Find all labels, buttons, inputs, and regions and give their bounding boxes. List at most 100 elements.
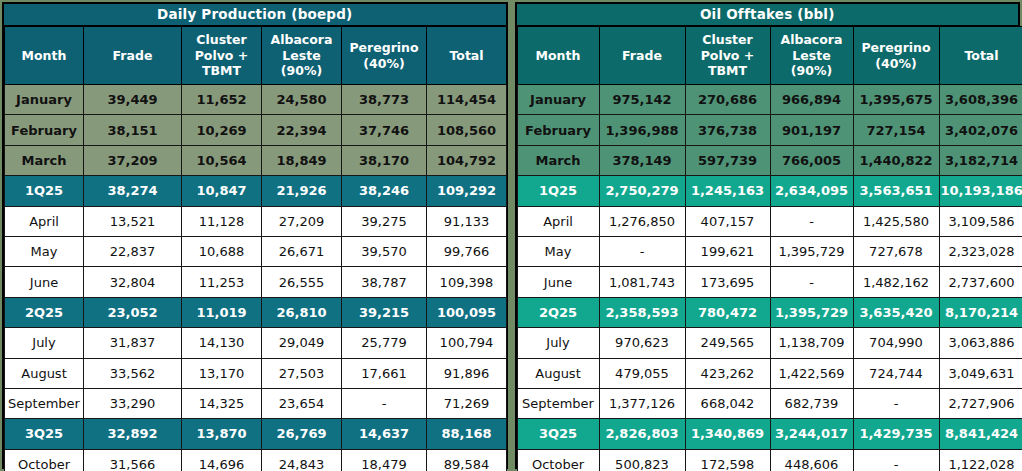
- total-cell: 3,402,076: [939, 115, 1022, 145]
- total-cell: 3,608,396: [939, 85, 1022, 115]
- month-cell: 2Q25: [517, 297, 599, 327]
- total-cell: 1,122,028: [939, 449, 1022, 471]
- report-page: Daily Production (boepd) MonthFradeClust…: [0, 0, 1022, 471]
- value-cell: 376,738: [685, 115, 770, 145]
- value-cell: 378,149: [599, 145, 685, 175]
- value-cell: 1,340,869: [685, 419, 770, 449]
- quarter-summary-row: 3Q2532,89213,87026,76914,63788,168: [5, 419, 507, 449]
- value-cell: 14,696: [182, 449, 262, 471]
- value-cell: 38,773: [342, 85, 427, 115]
- value-cell: 1,138,709: [770, 328, 853, 358]
- table-row: September33,29014,32523,654-71,269: [5, 388, 507, 418]
- value-cell: 727,678: [853, 236, 939, 266]
- month-cell: January: [517, 85, 599, 115]
- column-header: Cluster Polvo + TBMT: [182, 27, 262, 85]
- value-cell: 22,837: [84, 236, 182, 266]
- value-cell: 38,151: [84, 115, 182, 145]
- value-cell: 1,377,126: [599, 388, 685, 418]
- value-cell: 23,052: [84, 297, 182, 327]
- value-cell: 597,739: [685, 145, 770, 175]
- table-row: February38,15110,26922,39437,746108,560: [5, 115, 507, 145]
- month-cell: July: [517, 328, 599, 358]
- value-cell: 38,170: [342, 145, 427, 175]
- value-cell: -: [853, 388, 939, 418]
- value-cell: 26,769: [262, 419, 342, 449]
- value-cell: 479,055: [599, 358, 685, 388]
- value-cell: 2,358,593: [599, 297, 685, 327]
- month-cell: June: [517, 267, 599, 297]
- value-cell: 18,479: [342, 449, 427, 471]
- quarter-summary-row: 1Q252,750,2791,245,1632,634,0953,563,651…: [517, 176, 1022, 206]
- value-cell: 1,395,675: [853, 85, 939, 115]
- value-cell: 966,894: [770, 85, 853, 115]
- value-cell: 668,042: [685, 388, 770, 418]
- oil-offtakes-table: Oil Offtakes (bbl) MonthFradeCluster Pol…: [515, 2, 1021, 469]
- value-cell: 25,779: [342, 328, 427, 358]
- month-cell: April: [5, 206, 84, 236]
- value-cell: 975,142: [599, 85, 685, 115]
- total-cell: 91,133: [427, 206, 507, 236]
- value-cell: -: [599, 236, 685, 266]
- value-cell: 249,565: [685, 328, 770, 358]
- month-cell: August: [5, 358, 84, 388]
- column-header: Albacora Leste (90%): [262, 27, 342, 85]
- value-cell: 727,154: [853, 115, 939, 145]
- value-cell: 10,564: [182, 145, 262, 175]
- table-row: March37,20910,56418,84938,170104,792: [5, 145, 507, 175]
- value-cell: 407,157: [685, 206, 770, 236]
- quarter-summary-row: 2Q252,358,593780,4721,395,7293,635,4208,…: [517, 297, 1022, 327]
- table-row: March378,149597,739766,0051,440,8223,182…: [517, 145, 1022, 175]
- value-cell: -: [770, 206, 853, 236]
- value-cell: 24,843: [262, 449, 342, 471]
- month-cell: October: [5, 449, 84, 471]
- value-cell: 3,563,651: [853, 176, 939, 206]
- total-cell: 3,049,631: [939, 358, 1022, 388]
- value-cell: 172,598: [685, 449, 770, 471]
- value-cell: 26,555: [262, 267, 342, 297]
- table-row: August33,56213,17027,50317,66191,896: [5, 358, 507, 388]
- total-cell: 2,727,906: [939, 388, 1022, 418]
- value-cell: 704,990: [853, 328, 939, 358]
- total-cell: 8,841,424: [939, 419, 1022, 449]
- column-header: Month: [517, 27, 599, 85]
- value-cell: 1,081,743: [599, 267, 685, 297]
- value-cell: 423,262: [685, 358, 770, 388]
- daily-production-table: Daily Production (boepd) MonthFradeClust…: [2, 2, 508, 469]
- total-cell: 109,292: [427, 176, 507, 206]
- value-cell: 24,580: [262, 85, 342, 115]
- total-cell: 2,323,028: [939, 236, 1022, 266]
- value-cell: 14,325: [182, 388, 262, 418]
- value-cell: 1,395,729: [770, 297, 853, 327]
- table-title: Oil Offtakes (bbl): [517, 4, 1019, 26]
- value-cell: 23,654: [262, 388, 342, 418]
- value-cell: 10,688: [182, 236, 262, 266]
- total-cell: 8,170,214: [939, 297, 1022, 327]
- total-cell: 109,398: [427, 267, 507, 297]
- value-cell: 1,429,735: [853, 419, 939, 449]
- value-cell: 1,425,580: [853, 206, 939, 236]
- total-cell: 88,168: [427, 419, 507, 449]
- month-cell: 1Q25: [5, 176, 84, 206]
- table-row: May22,83710,68826,67139,57099,766: [5, 236, 507, 266]
- month-cell: June: [5, 267, 84, 297]
- month-cell: 3Q25: [517, 419, 599, 449]
- table-row: October31,56614,69624,84318,47989,584: [5, 449, 507, 471]
- table-row: July31,83714,13029,04925,779100,794: [5, 328, 507, 358]
- value-cell: 39,570: [342, 236, 427, 266]
- value-cell: 1,440,822: [853, 145, 939, 175]
- table-row: September1,377,126668,042682,739-2,727,9…: [517, 388, 1022, 418]
- month-cell: March: [5, 145, 84, 175]
- value-cell: 13,170: [182, 358, 262, 388]
- value-cell: 18,849: [262, 145, 342, 175]
- total-cell: 2,737,600: [939, 267, 1022, 297]
- table-row: April13,52111,12827,20939,27591,133: [5, 206, 507, 236]
- value-cell: 1,245,163: [685, 176, 770, 206]
- column-header: Total: [939, 27, 1022, 85]
- table-row: August479,055423,2621,422,569724,7443,04…: [517, 358, 1022, 388]
- table-row: June1,081,743173,695-1,482,1622,737,600: [517, 267, 1022, 297]
- value-cell: 2,750,279: [599, 176, 685, 206]
- value-cell: 173,695: [685, 267, 770, 297]
- table-row: April1,276,850407,157-1,425,5803,109,586: [517, 206, 1022, 236]
- value-cell: 14,130: [182, 328, 262, 358]
- value-cell: 500,823: [599, 449, 685, 471]
